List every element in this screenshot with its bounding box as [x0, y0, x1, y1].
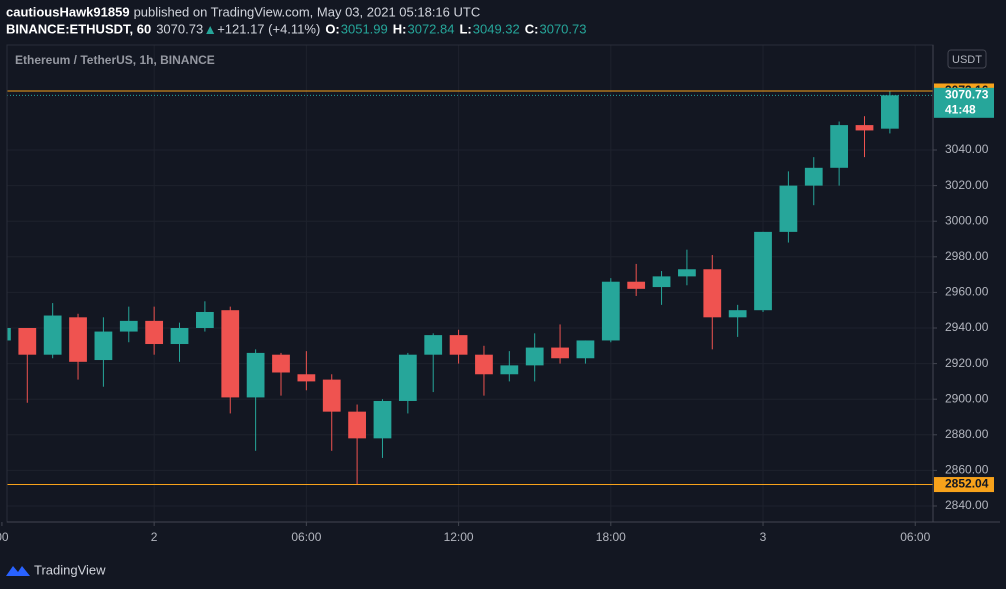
ohlc-key: C:: [525, 21, 539, 36]
candle-body: [398, 354, 417, 401]
candle-body: [196, 311, 214, 328]
published-note: published on TradingView.com, May 03, 20…: [134, 4, 481, 19]
candle-body: [678, 269, 696, 277]
candle-body: [728, 310, 747, 318]
candle-body: [297, 374, 316, 382]
candle-body: [652, 276, 671, 288]
candle-body: [145, 320, 164, 345]
candle-body: [576, 340, 595, 359]
ohlc-value: 3070.73: [539, 21, 586, 36]
x-tick-label: 12:00: [444, 530, 474, 544]
x-tick-label: 3: [760, 530, 767, 544]
candle-body: [43, 315, 62, 355]
ohlc-key: H:: [393, 21, 407, 36]
x-tick-label: 06:00: [291, 530, 321, 544]
candle-body: [94, 331, 113, 361]
candle-body: [221, 310, 240, 398]
candle-body: [69, 317, 87, 362]
candle-body: [424, 335, 443, 355]
brand: TradingView: [34, 562, 106, 577]
candle-body: [779, 185, 798, 232]
y-tick-label: 3020.00: [945, 178, 989, 192]
price-label: 2852.04: [945, 477, 989, 491]
x-tick-label: 18:00: [596, 530, 626, 544]
candle-body: [272, 354, 290, 373]
candle-body: [880, 95, 899, 129]
y-tick-label: 2960.00: [945, 285, 989, 299]
ohlc-value: 3051.99: [341, 21, 388, 36]
x-tick-label: 00: [0, 530, 9, 544]
up-arrow: [206, 26, 215, 34]
ohlc-value: 3072.84: [407, 21, 454, 36]
last-price: 3070.73: [156, 21, 203, 36]
y-tick-label: 2860.00: [945, 463, 989, 477]
y-tick-label: 3000.00: [945, 213, 989, 227]
candle-body: [119, 320, 138, 332]
candle-body: [525, 347, 544, 366]
author: cautiousHawk91859: [6, 4, 130, 19]
y-tick-label: 2880.00: [945, 427, 989, 441]
candle-body: [475, 354, 493, 375]
candle-body: [830, 125, 849, 168]
logo: TradingView: [6, 562, 106, 577]
ohlc-key: L:: [459, 21, 471, 36]
y-tick-label: 2940.00: [945, 320, 989, 334]
candle-body: [754, 231, 772, 311]
candle-body: [449, 335, 468, 355]
candle-body: [170, 327, 189, 345]
x-tick-label: 06:00: [900, 530, 930, 544]
currency: USDT: [952, 54, 982, 66]
y-tick-label: 2840.00: [945, 498, 989, 512]
currency-box: [947, 49, 987, 69]
plot-area: [7, 45, 933, 522]
x-tick-label: 2: [151, 530, 158, 544]
candle-body: [601, 281, 620, 341]
symbol-line: BINANCE:ETHUSDT, 60 3070.73 +121.17 (+4.11…: [6, 21, 586, 36]
candle-body: [246, 352, 265, 398]
ohlc-key: O:: [325, 21, 339, 36]
candle-body: [703, 269, 722, 318]
symbol: BINANCE:ETHUSDT, 60: [6, 21, 151, 36]
candle-body: [373, 400, 392, 439]
price-label-box: [934, 87, 994, 118]
price-label-box: [934, 477, 994, 493]
y-tick-label: 2920.00: [945, 356, 989, 370]
candle-body: [7, 327, 11, 341]
candle-body: [500, 365, 519, 375]
ohlc-value: 3049.32: [473, 21, 520, 36]
price-label: 3070.73: [945, 87, 989, 101]
y-tick-label: 3040.00: [945, 142, 989, 156]
candle-body: [855, 125, 874, 131]
candle-body: [551, 347, 569, 359]
change: +121.17 (+4.11%): [217, 21, 320, 36]
candle-body: [627, 281, 646, 289]
chart-title: Ethereum / TetherUS, 1h, BINANCE: [15, 53, 215, 67]
y-tick-label: 2980.00: [945, 249, 989, 263]
y-tick-label: 2900.00: [945, 391, 989, 405]
candle-body: [348, 411, 366, 439]
candle-body: [804, 167, 823, 186]
countdown: 41:48: [945, 102, 976, 116]
candle-body: [322, 379, 341, 412]
candle-body: [18, 327, 37, 355]
